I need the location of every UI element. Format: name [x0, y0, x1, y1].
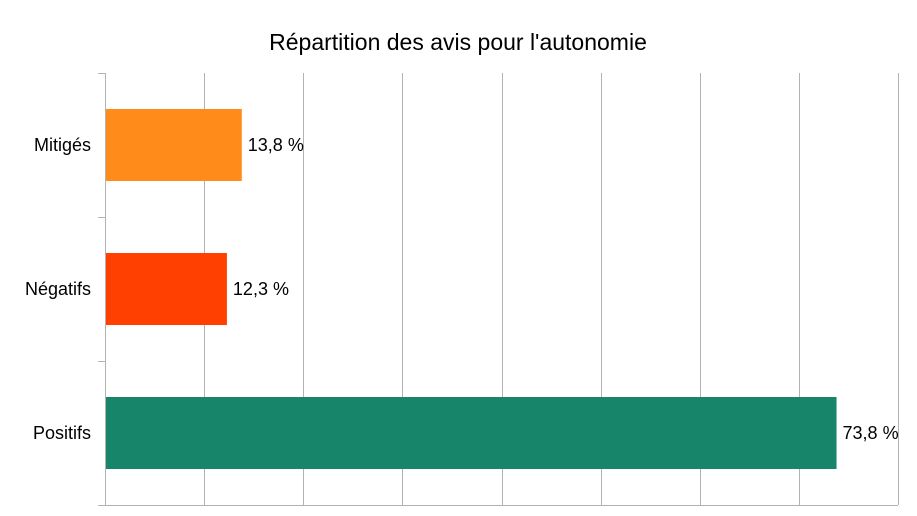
category-labels: Mitigés Négatifs Positifs — [25, 135, 91, 443]
bar-negatifs — [106, 253, 227, 325]
category-label-positifs: Positifs — [33, 423, 91, 443]
value-label-positifs: 73,8 % — [843, 423, 899, 443]
value-labels: 13,8 % 12,3 % 73,8 % — [233, 135, 899, 443]
bar-mitiges — [106, 109, 242, 181]
bar-positifs — [106, 397, 837, 469]
axes — [98, 73, 898, 506]
chart-title: Répartition des avis pour l'autonomie — [269, 29, 647, 55]
category-label-mitiges: Mitigés — [34, 135, 91, 155]
category-label-negatifs: Négatifs — [25, 279, 91, 299]
bars — [106, 109, 837, 469]
value-label-negatifs: 12,3 % — [233, 279, 289, 299]
value-label-mitiges: 13,8 % — [248, 135, 304, 155]
